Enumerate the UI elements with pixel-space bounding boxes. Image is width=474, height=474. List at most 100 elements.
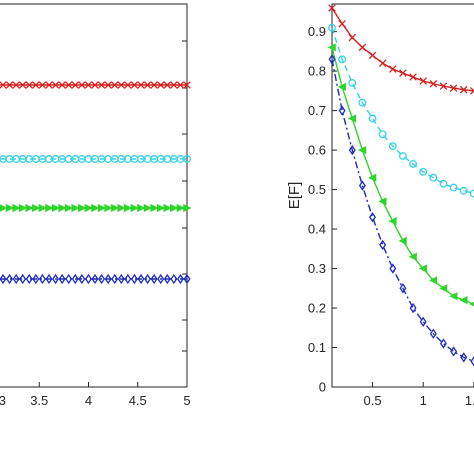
left-series-point-green: [176, 203, 185, 213]
left-series-point-blue: [6, 273, 14, 285]
right-series-point-green: [388, 217, 397, 226]
left-series-point-blue: [176, 273, 184, 285]
right-series-point-cyan: [419, 167, 428, 176]
left-series-point-blue: [71, 273, 79, 285]
left-series-point-blue: [157, 273, 165, 285]
left-series-point-red: [117, 81, 126, 89]
left-series-point-green: [143, 203, 152, 213]
right-series-point-cyan: [388, 142, 397, 151]
right-series-point-red: [338, 19, 346, 28]
right-series-point-red: [389, 65, 397, 73]
left-series-point-red: [104, 81, 112, 89]
left-series-point-blue: [19, 273, 27, 285]
right-series-point-green: [357, 145, 367, 155]
left-series-point-blue: [78, 273, 86, 285]
right-series-point-green: [428, 276, 438, 285]
left-series-point-green: [32, 203, 41, 213]
left-series-point-red: [45, 81, 53, 89]
right-series-point-cyan: [368, 114, 377, 123]
left-series-point-red: [0, 81, 7, 89]
right-series-point-red: [439, 82, 448, 90]
right-series-point-green: [398, 236, 407, 246]
right-series-point-blue: [419, 316, 427, 328]
right-series-point-blue: [409, 302, 417, 314]
right-series-point-green: [418, 264, 427, 273]
left-series-point-blue: [98, 273, 106, 285]
left-series-point-green: [51, 203, 60, 213]
right-series-point-green: [439, 284, 448, 293]
left-series-point-green: [84, 203, 93, 213]
right-series-point-blue: [379, 239, 387, 251]
right-series-point-red: [429, 79, 438, 88]
left-series-point-red: [51, 81, 60, 89]
left-series-point-green: [97, 203, 106, 213]
left-series-point-red: [130, 81, 139, 89]
right-series-point-cyan: [378, 130, 387, 139]
left-series-point-red: [18, 81, 27, 89]
left-series-point-blue: [0, 273, 7, 285]
right-y-tick-label: 0.4: [308, 222, 326, 237]
left-series-point-green: [130, 203, 139, 213]
left-series-point-blue: [84, 273, 92, 285]
left-series-point-green: [78, 203, 87, 213]
right-y-tick-label: 0.8: [308, 64, 326, 79]
right-series-point-cyan: [338, 55, 347, 64]
left-series-point-green: [18, 203, 28, 213]
left-series-point-cyan: [183, 155, 191, 163]
right-series-point-green: [347, 114, 357, 123]
left-series-point-green: [0, 204, 8, 212]
right-series-point-blue: [338, 105, 346, 116]
right-series-point-cyan: [358, 98, 367, 107]
right-x-tick-label: 1: [420, 393, 427, 408]
right-series-point-blue: [369, 212, 377, 223]
right-series-point-red: [449, 84, 458, 92]
left-series-point-red: [5, 81, 14, 89]
left-series-point-red: [25, 81, 34, 89]
right-y-tick-label: 0.6: [308, 143, 326, 158]
right-series-point-red: [368, 51, 377, 60]
left-series-point-red: [170, 81, 178, 89]
left-series-point-blue: [137, 273, 145, 285]
right-series-line-green: [331, 47, 474, 305]
left-series-point-blue: [150, 273, 158, 285]
left-series-point-green: [124, 203, 133, 213]
right-series-point-cyan: [398, 152, 407, 160]
right-series-point-blue: [389, 263, 397, 274]
right-y-tick-label: 0.9: [308, 24, 326, 39]
left-series-point-red: [38, 81, 47, 89]
right-series-point-blue: [399, 283, 407, 294]
left-series-point-red: [64, 81, 73, 89]
right-series-point-blue: [358, 180, 366, 191]
right-series-point-red: [328, 4, 336, 12]
left-series-point-red: [71, 81, 80, 89]
left-series-point-green: [45, 203, 54, 213]
right-series-point-cyan: [348, 79, 357, 87]
left-series-point-red: [84, 81, 93, 89]
left-series-point-red: [163, 81, 172, 89]
left-series-point-green: [5, 203, 14, 213]
left-series-point-blue: [58, 273, 66, 285]
right-series-line-cyan: [331, 27, 474, 195]
right-series-point-red: [378, 59, 387, 67]
left-series-point-red: [110, 81, 119, 89]
right-series-point-green: [327, 43, 336, 52]
right-series-point-green: [408, 252, 417, 261]
left-series-point-green: [91, 203, 100, 213]
left-series-point-red: [124, 81, 132, 89]
left-series-point-red: [143, 81, 152, 89]
right-series-point-red: [409, 73, 417, 81]
right-series-point-red: [348, 33, 357, 42]
right-series-point-cyan: [449, 183, 458, 192]
left-series-point-blue: [183, 273, 191, 285]
right-y-axis-label: E[F]: [286, 182, 303, 210]
left-series-point-green: [71, 203, 80, 213]
left-series-point-red: [78, 81, 86, 89]
right-series-point-cyan: [409, 159, 418, 168]
left-x-tick-label: 4: [85, 393, 92, 408]
left-series-point-blue: [12, 273, 20, 285]
right-series-point-red: [419, 77, 427, 85]
left-series-point-green: [38, 203, 47, 213]
left-series-point-green: [12, 203, 21, 213]
right-series-point-cyan: [439, 179, 448, 188]
left-series-point-blue: [104, 273, 112, 285]
